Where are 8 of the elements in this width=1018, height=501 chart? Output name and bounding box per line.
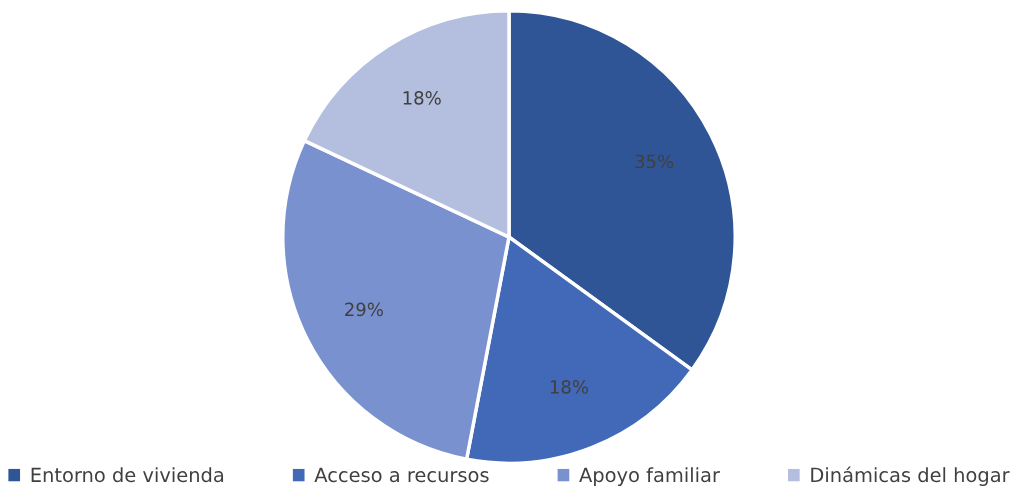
legend-label: Dinámicas del hogar: [811, 466, 1010, 486]
legend-label: Apoyo familiar: [579, 467, 720, 486]
data-label: 18%: [403, 91, 441, 105]
data-label: 35%: [635, 154, 674, 169]
data-label: 29%: [345, 302, 383, 317]
legend-label: Entorno de vivienda: [31, 467, 224, 483]
legend-label: Acceso a recursos: [314, 467, 489, 483]
data-label: 18%: [550, 380, 589, 394]
